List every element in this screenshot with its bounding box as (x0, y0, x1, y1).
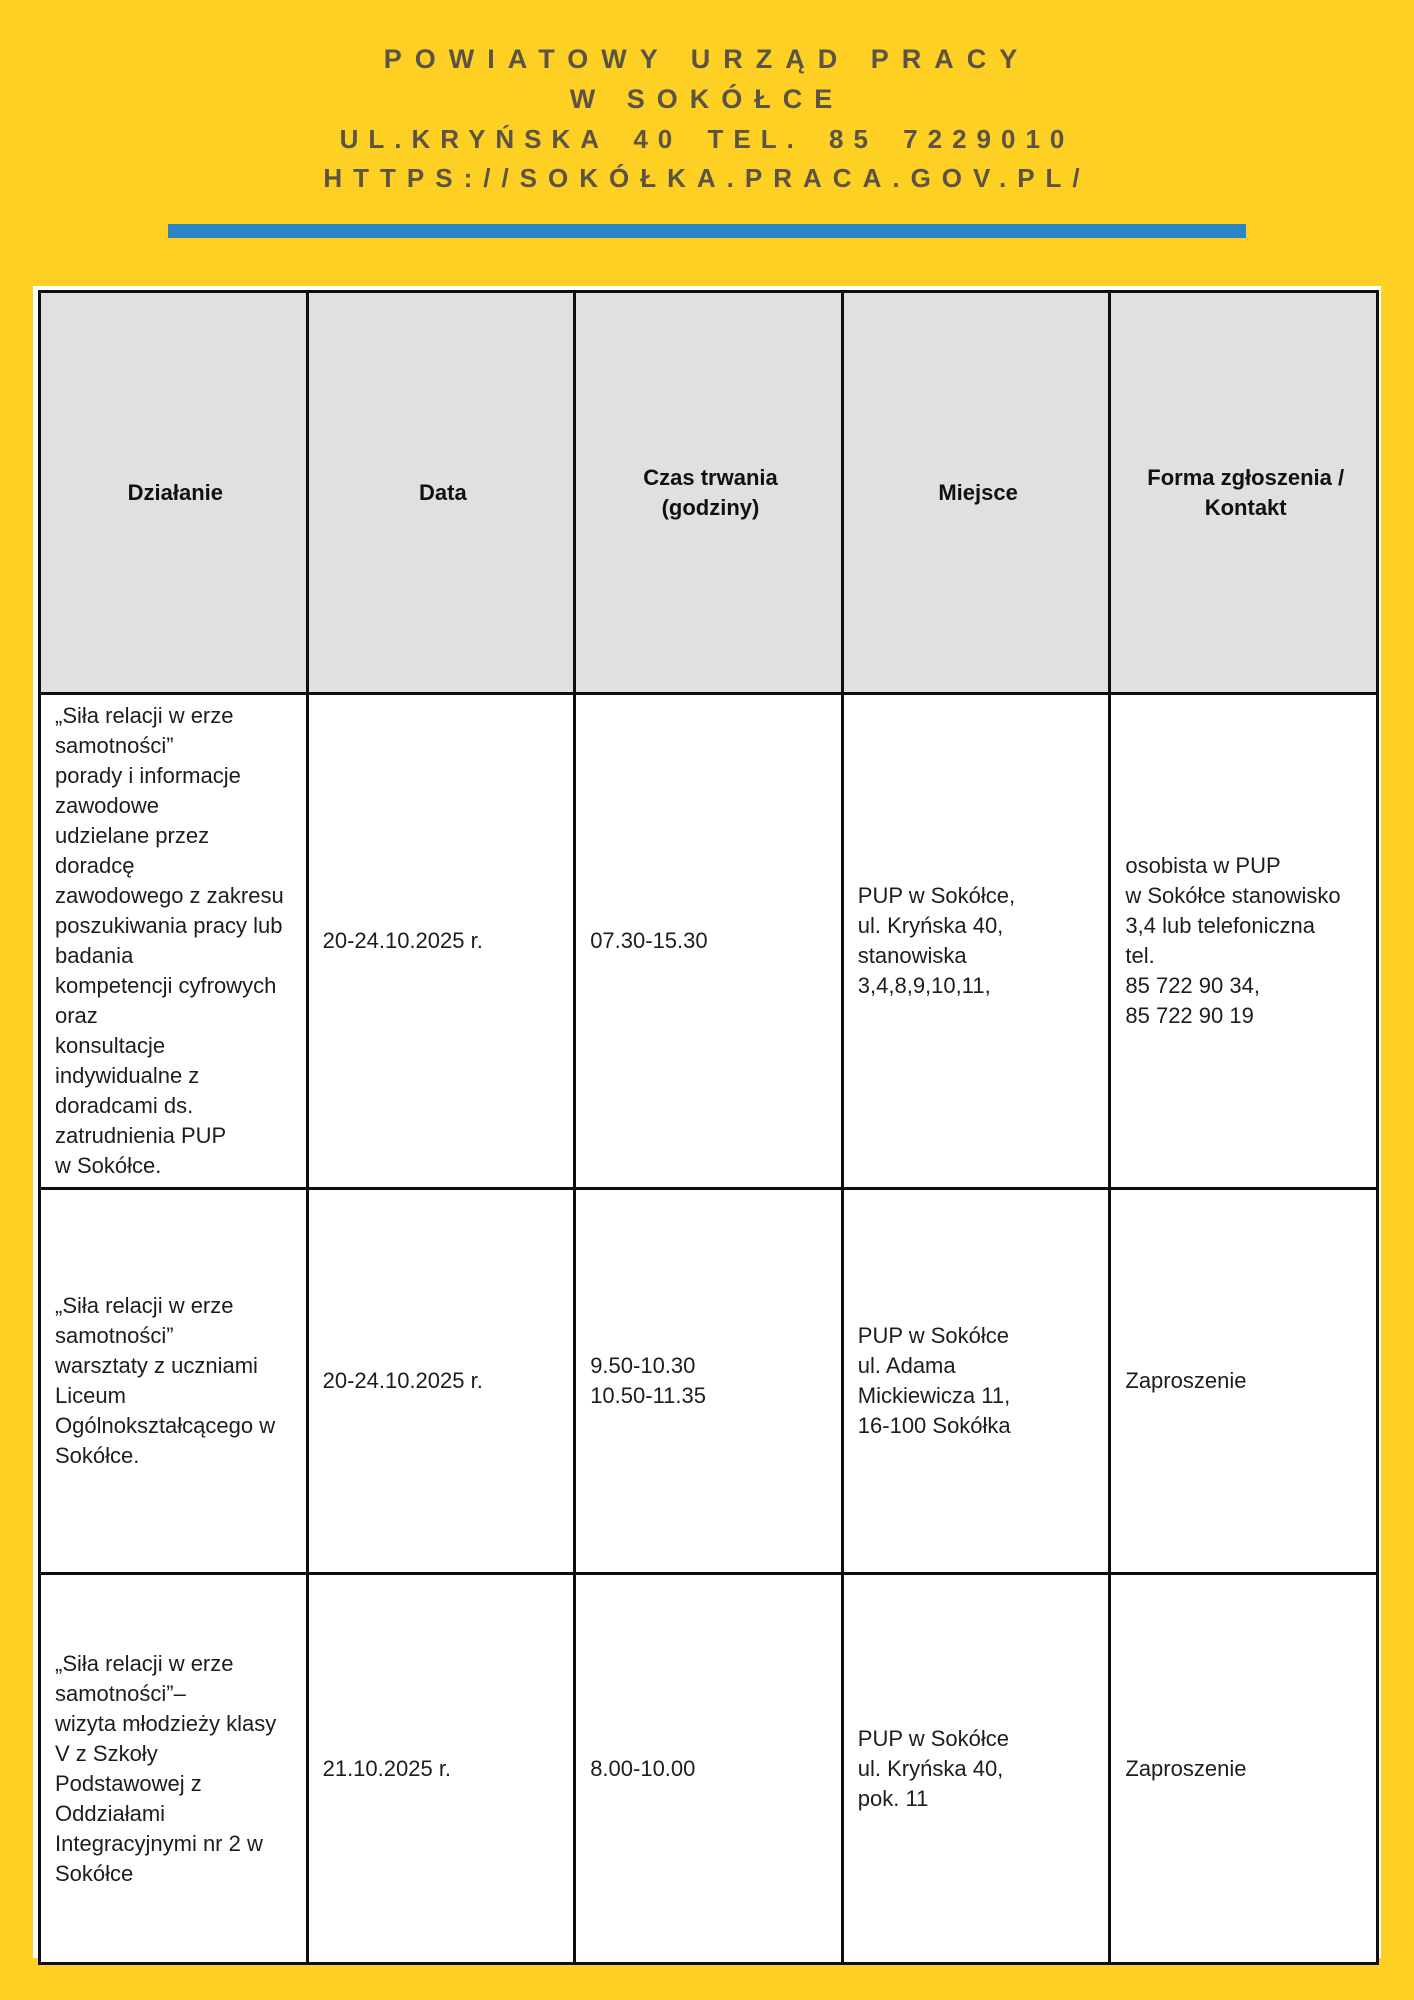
location-cell: PUP w Sokółce ul. Kryńska 40, pok. 11 (840, 1572, 1112, 1965)
contact-cell: Zaproszenie (1108, 1187, 1379, 1575)
activity-cell: „Siła relacji w erze samotności” porady … (38, 692, 309, 1190)
column-header-dzialanie: Działanie (38, 290, 309, 695)
header-url-line: HTTPS://SOKÓŁKA.PRACA.GOV.PL/ (323, 163, 1091, 193)
duration-cell: 07.30-15.30 (573, 692, 844, 1190)
column-header-czas-trwania: Czas trwania (godziny) (573, 290, 844, 695)
header-title-line-2: W SOKÓŁCE (569, 84, 845, 114)
location-cell: PUP w Sokółce, ul. Kryńska 40, stanowisk… (840, 692, 1112, 1190)
table-row: „Siła relacji w erze samotności” porady … (38, 692, 1379, 1190)
table-header-row: Działanie Data Czas trwania (godziny) Mi… (38, 290, 1379, 695)
activity-cell: „Siła relacji w erze samotności”– wizyta… (38, 1572, 309, 1965)
header-title-line-1: POWIATOWY URZĄD PRACY (383, 44, 1031, 74)
contact-cell: Zaproszenie (1108, 1572, 1379, 1965)
schedule-table: Działanie Data Czas trwania (godziny) Mi… (38, 290, 1379, 1965)
duration-cell: 8.00-10.00 (573, 1572, 844, 1965)
activity-cell: „Siła relacji w erze samotności” warszta… (38, 1187, 309, 1575)
header-address-line: UL.KRYŃSKA 40 TEL. 85 7229010 (339, 124, 1075, 154)
date-cell: 20-24.10.2025 r. (305, 692, 577, 1190)
divider-bar (168, 224, 1246, 238)
column-header-forma-zgloszenia: Forma zgłoszenia / Kontakt (1108, 290, 1379, 695)
date-cell: 21.10.2025 r. (305, 1572, 577, 1965)
table-row: „Siła relacji w erze samotności” warszta… (38, 1187, 1379, 1575)
table-row: „Siła relacji w erze samotności”– wizyta… (38, 1572, 1379, 1965)
duration-cell: 9.50-10.30 10.50-11.35 (573, 1187, 844, 1575)
contact-cell: osobista w PUP w Sokółce stanowisko 3,4 … (1108, 692, 1379, 1190)
location-cell: PUP w Sokółce ul. Adama Mickiewicza 11, … (840, 1187, 1112, 1575)
date-cell: 20-24.10.2025 r. (305, 1187, 577, 1575)
column-header-miejsce: Miejsce (840, 290, 1112, 695)
column-header-data: Data (305, 290, 577, 695)
